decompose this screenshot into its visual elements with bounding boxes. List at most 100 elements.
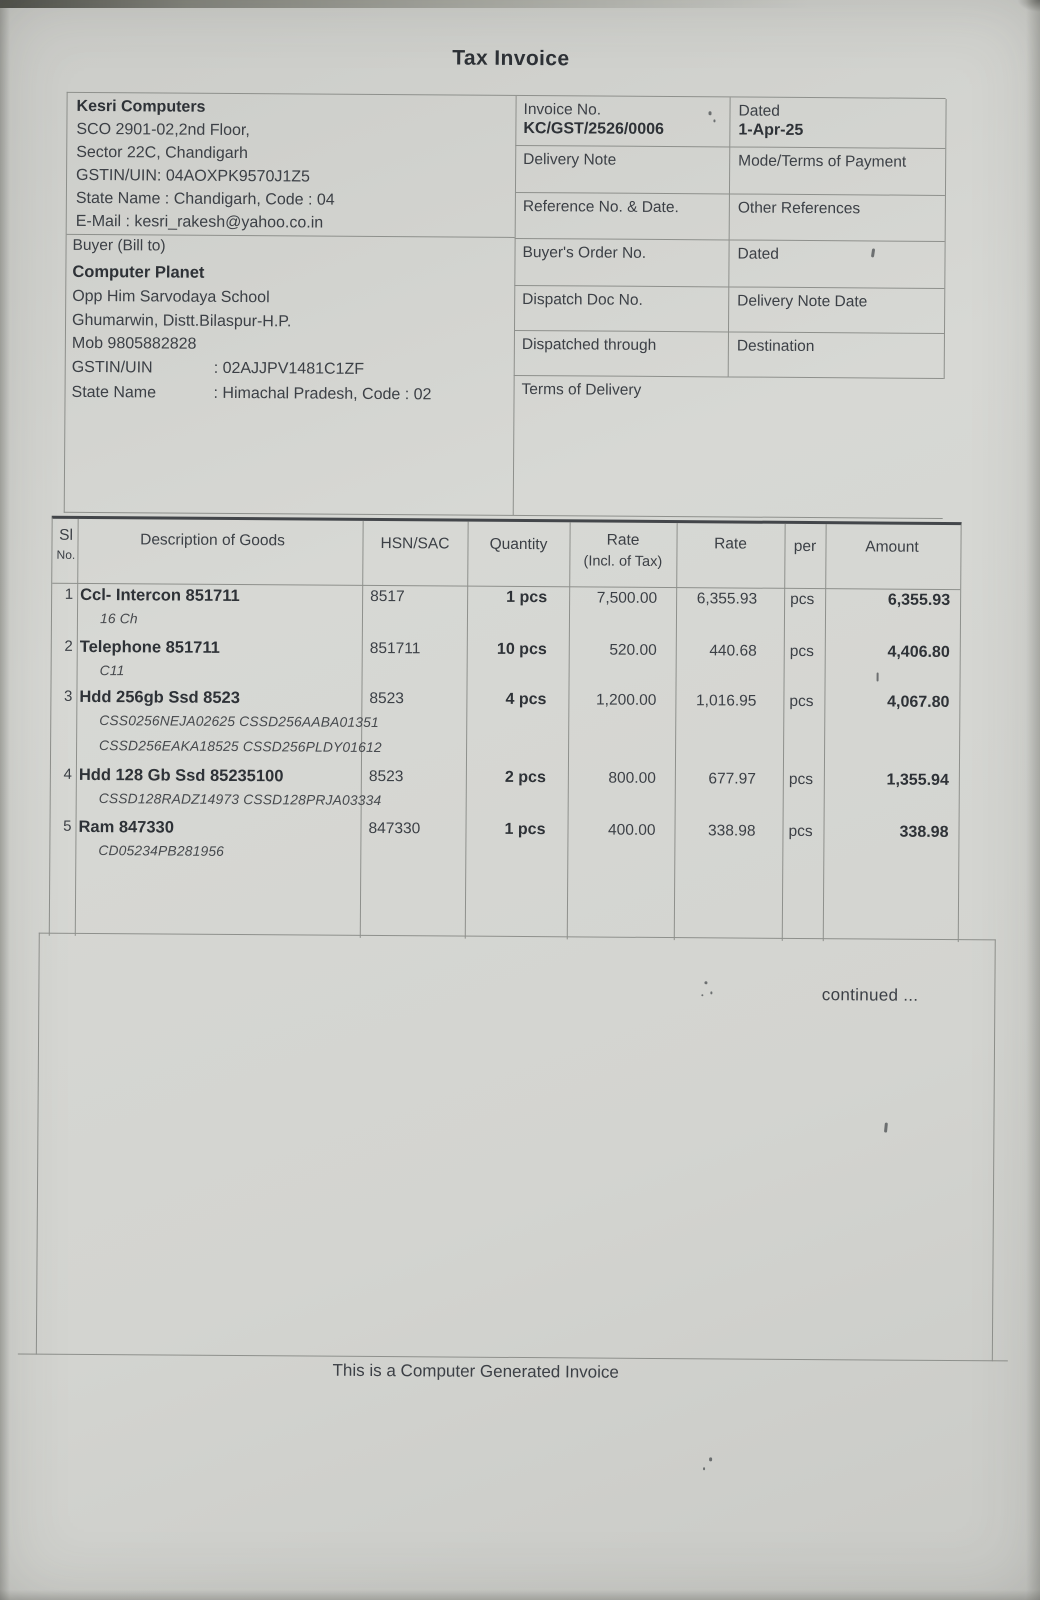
meta-row: Delivery Note Mode/Terms of Payment [514, 145, 946, 196]
item-sl: 5 [63, 817, 72, 835]
item-sl: 4 [63, 765, 72, 783]
table-header: Sl No. Description of Goods HSN/SAC Quan… [52, 518, 961, 591]
scan-artifact [709, 1457, 713, 1462]
scan-artifact [710, 991, 713, 995]
item-quantity: 1 pcs [504, 820, 546, 839]
item-description: Hdd 256gb Ssd 8523 [79, 687, 240, 708]
meta-cell: Reference No. & Date. [514, 192, 730, 241]
item-rate: 677.97 [708, 770, 756, 788]
item-rate: 440.68 [709, 642, 757, 660]
item-serial-line: C11 [99, 663, 125, 679]
continued-note: continued ... [821, 985, 919, 1005]
item-serials: C11 [99, 663, 125, 688]
meta-cell: Dated 1-Apr-25 [730, 97, 946, 149]
meta-cell: Delivery Note [514, 145, 731, 195]
meta-cell: Dispatched through [513, 330, 729, 378]
col-header-quantity: Quantity [489, 535, 548, 554]
item-serial-line: CSS0256NEJA02625 CSSD256AABA01351 [99, 713, 379, 731]
meta-grid: Invoice No. KC/GST/2526/0006 Dated 1-Apr… [513, 95, 947, 379]
meta-cell: Mode/Terms of Payment [729, 147, 946, 196]
meta-row: Invoice No. KC/GST/2526/0006 Dated 1-Apr… [515, 95, 946, 149]
seller-address-line: Sector 22C, Chandigarh [76, 143, 248, 163]
item-amount: 4,406.80 [887, 643, 950, 661]
item-hsn: 851711 [369, 639, 421, 658]
buyer-block: Buyer (Bill to) Computer Planet Opp Him … [71, 237, 510, 412]
table-row: 1 Ccl- Intercon 851711 16 Ch 8517 1 pcs … [52, 584, 960, 642]
col-header-sl: Sl No. [56, 526, 76, 562]
item-hsn: 8523 [369, 689, 404, 708]
item-description: Hdd 128 Gb Ssd 85235100 [78, 765, 284, 786]
meta-cell: Delivery Note Date [728, 287, 945, 334]
photo-edge-left [0, 0, 10, 1600]
col-header-per: per [793, 537, 817, 556]
buyer-gstin-value: : 02AJJPV1481C1ZF [213, 359, 365, 378]
table-row: 2 Telephone 851711 C11 851711 10 pcs 520… [52, 636, 960, 692]
item-description: Ram 847330 [78, 817, 175, 837]
scan-artifact [876, 672, 879, 682]
photo-edge-right [1026, 0, 1040, 1600]
meta-label: Delivery Note Date [737, 292, 868, 311]
item-rate: 6,355.93 [696, 590, 758, 608]
buyer-gstin-row: GSTIN/UIN : 02AJJPV1481C1ZF [72, 358, 510, 386]
seller-address-line: SCO 2901-02,2nd Floor, [76, 120, 250, 140]
buyer-address-line: Ghumarwin, Distt.Bilaspur-H.P. [72, 311, 292, 330]
seller-name: Kesri Computers [76, 97, 206, 116]
seller-state: State Name : Chandigarh, Code : 04 [75, 189, 335, 209]
item-serials: 16 Ch [100, 611, 138, 636]
item-rate: 1,016.95 [696, 692, 757, 710]
item-description: Ccl- Intercon 851711 [80, 585, 240, 606]
meta-label: Other References [737, 199, 861, 218]
item-quantity: 4 pcs [505, 690, 547, 709]
col-header-hsn: HSN/SAC [380, 535, 450, 553]
item-sl: 1 [64, 585, 74, 603]
meta-label: Dispatched through [521, 336, 657, 354]
meta-label: Buyer's Order No. [522, 244, 647, 262]
meta-label: Dated [738, 102, 780, 120]
meta-cell: Other References [729, 194, 945, 242]
meta-value: KC/GST/2526/0006 [523, 120, 664, 138]
item-rate: 338.98 [708, 822, 756, 840]
item-serial-line: CD05234PB281956 [98, 843, 225, 859]
buyer-section-label: Buyer (Bill to) [72, 236, 166, 255]
col-header-description: Description of Goods [140, 531, 285, 550]
buyer-name: Computer Planet [72, 262, 205, 282]
scan-artifact [703, 1467, 706, 1471]
items-body: 1 Ccl- Intercon 851711 16 Ch 8517 1 pcs … [50, 584, 960, 882]
item-description: Telephone 851711 [79, 637, 220, 657]
meta-row: Reference No. & Date. Other References [514, 192, 945, 242]
item-sl: 3 [64, 687, 73, 705]
scan-artifact [713, 119, 716, 123]
meta-row: Buyer's Order No. Dated [514, 238, 945, 289]
item-serials: CD05234PB281956 [98, 843, 224, 869]
item-serial-line: CSSD128RADZ14973 CSSD128PRJA03334 [98, 791, 382, 809]
item-quantity: 2 pcs [504, 768, 546, 787]
buyer-state-label: State Name [71, 383, 157, 401]
buyer-address-line: Opp Him Sarvodaya School [72, 287, 270, 307]
photo-edge-corner [1010, 0, 1040, 16]
item-amount: 1,355.94 [886, 771, 949, 789]
meta-label: Dispatch Doc No. [522, 291, 643, 309]
meta-cell: Dated [729, 240, 945, 289]
meta-row: Dispatched through Destination [513, 330, 944, 379]
buyer-gstin-label: GSTIN/UIN [71, 358, 153, 376]
item-hsn: 8523 [368, 767, 404, 786]
item-serial-line: CSSD256EAKA18525 CSSD256PLDY01612 [99, 738, 382, 756]
meta-label: Dated [737, 245, 779, 263]
meta-label: Destination [736, 337, 815, 356]
item-serials: CSS0256NEJA02625 CSSD256AABA01351 CSSD256… [99, 713, 382, 765]
photo-edge-bottom [0, 1590, 1040, 1600]
meta-label: Invoice No. [523, 101, 602, 119]
item-sl: 2 [64, 637, 73, 655]
table-row: 5 Ram 847330 CD05234PB281956 847330 1 pc… [50, 816, 958, 882]
meta-row: Dispatch Doc No. Delivery Note Date [513, 285, 945, 334]
items-table: Sl No. Description of Goods HSN/SAC Quan… [48, 515, 962, 943]
item-amount: 4,067.80 [887, 693, 950, 711]
meta-label: Delivery Note [523, 151, 617, 169]
meta-cell: Destination [728, 332, 944, 379]
item-hsn: 847330 [368, 819, 421, 838]
scan-artifact [701, 994, 704, 997]
meta-label: Mode/Terms of Payment [738, 152, 907, 171]
seller-block: Kesri Computers SCO 2901-02,2nd Floor, S… [76, 98, 512, 239]
meta-cell: Dispatch Doc No. [513, 285, 730, 333]
terms-of-delivery-label: Terms of Delivery [521, 381, 642, 399]
